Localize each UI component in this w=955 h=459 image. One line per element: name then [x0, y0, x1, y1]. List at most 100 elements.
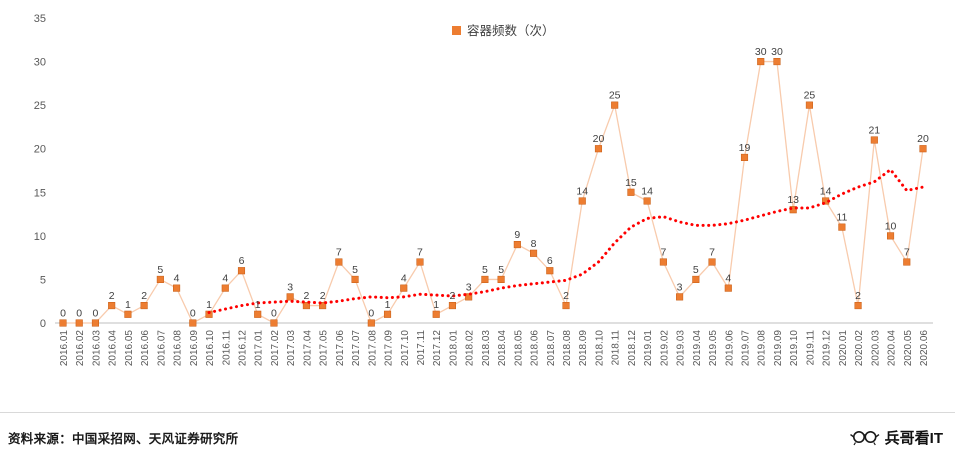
x-axis-tick-label: 2019.03	[676, 330, 687, 367]
data-point-marker	[75, 319, 83, 327]
data-point-marker	[124, 310, 132, 318]
x-axis-tick-label: 2020.02	[854, 330, 865, 367]
x-axis-tick-label: 2018.10	[594, 330, 605, 367]
x-axis-tick-label: 2017.04	[302, 330, 313, 367]
data-point-marker	[156, 275, 164, 283]
x-axis-tick-label: 2020.06	[919, 330, 930, 367]
x-axis-tick-label: 2017.03	[286, 330, 297, 367]
footer-divider	[0, 412, 955, 413]
x-axis-tick-label: 2020.03	[870, 330, 881, 367]
data-point-label: 5	[482, 264, 488, 276]
x-axis-tick-label: 2018.04	[497, 330, 508, 367]
data-point-marker	[611, 101, 619, 109]
data-point-marker	[643, 197, 651, 205]
data-point-label: 7	[904, 247, 910, 259]
data-point-marker	[530, 249, 538, 257]
data-point-label: 2	[320, 290, 326, 302]
x-axis-tick-label: 2019.04	[692, 330, 703, 367]
data-point-label: 9	[514, 229, 520, 241]
y-axis-tick-label: 25	[34, 100, 46, 112]
data-point-label: 5	[693, 264, 699, 276]
data-point-label: 0	[190, 308, 196, 320]
x-axis-tick-label: 2018.08	[562, 330, 573, 367]
data-point-label: 5	[157, 264, 163, 276]
data-point-marker	[562, 302, 570, 310]
data-point-marker	[805, 101, 813, 109]
x-axis-tick-label: 2016.02	[75, 330, 86, 367]
data-point-label: 6	[239, 255, 245, 267]
data-point-label: 1	[125, 299, 131, 311]
x-axis-tick-label: 2018.07	[546, 330, 557, 367]
data-point-label: 11	[836, 212, 847, 224]
x-axis-tick-label: 2019.11	[805, 330, 816, 366]
y-axis-tick-label: 5	[40, 274, 46, 286]
y-axis-tick-label: 30	[34, 57, 46, 69]
x-axis-tick-label: 2017.11	[416, 330, 427, 366]
data-point-label: 10	[885, 220, 897, 232]
data-point-label: 8	[531, 238, 537, 250]
data-point-marker	[270, 319, 278, 327]
x-axis-tick-label: 2016.07	[156, 330, 167, 367]
data-point-label: 7	[660, 247, 666, 259]
x-axis-tick-label: 2016.03	[91, 330, 102, 367]
x-axis-tick-label: 2018.02	[465, 330, 476, 367]
y-axis-tick-label: 15	[34, 187, 46, 199]
x-axis-tick-label: 2016.04	[108, 330, 119, 367]
data-point-label: 6	[547, 255, 553, 267]
data-point-label: 0	[93, 308, 99, 320]
data-point-label: 2	[563, 290, 569, 302]
data-point-label: 1	[206, 299, 212, 311]
x-axis-tick-label: 2016.01	[59, 330, 70, 367]
data-point-label: 2	[450, 290, 456, 302]
data-point-label: 2	[109, 290, 115, 302]
data-point-label: 7	[709, 247, 715, 259]
data-point-label: 0	[368, 308, 374, 320]
x-axis-tick-label: 2017.01	[254, 330, 265, 367]
x-axis-tick-label: 2020.05	[903, 330, 914, 367]
data-point-marker	[757, 58, 765, 66]
data-point-marker	[140, 302, 148, 310]
x-axis-tick-label: 2019.02	[659, 330, 670, 367]
data-point-label: 15	[625, 177, 637, 189]
trend-dotted-line	[207, 168, 925, 315]
x-axis-tick-label: 2018.05	[513, 330, 524, 367]
data-point-label: 2	[141, 290, 147, 302]
data-point-marker	[221, 284, 229, 292]
data-point-marker	[870, 136, 878, 144]
x-axis-tick-label: 2019.12	[822, 330, 833, 367]
data-point-label: 5	[498, 264, 504, 276]
data-point-marker	[838, 223, 846, 231]
data-point-marker	[497, 275, 505, 283]
data-point-marker	[724, 284, 732, 292]
x-axis-tick-label: 2017.12	[432, 330, 443, 367]
source-note: 资料来源：中国采招网、天风证券研究所	[8, 431, 239, 446]
x-axis-tick-label: 2020.01	[838, 330, 849, 367]
data-point-label: 4	[401, 273, 407, 285]
data-point-label: 2	[303, 290, 309, 302]
data-point-label: 30	[755, 46, 767, 58]
x-axis-tick-label: 2019.06	[724, 330, 735, 367]
data-point-label: 1	[433, 299, 439, 311]
data-point-marker	[903, 258, 911, 266]
data-point-marker	[335, 258, 343, 266]
x-axis-tick-label: 2018.12	[627, 330, 638, 367]
legend-swatch	[452, 26, 461, 35]
data-point-label: 25	[609, 90, 621, 102]
x-axis-tick-label: 2016.05	[124, 330, 135, 367]
data-point-label: 7	[417, 247, 423, 259]
data-point-marker	[708, 258, 716, 266]
x-axis-tick-label: 2017.08	[367, 330, 378, 367]
x-axis-tick-label: 2018.09	[578, 330, 589, 367]
data-point-label: 14	[641, 186, 653, 198]
data-point-label: 1	[255, 299, 261, 311]
data-point-marker	[919, 145, 927, 153]
data-point-marker	[692, 275, 700, 283]
x-axis-tick-label: 2017.07	[351, 330, 362, 367]
data-point-marker	[416, 258, 424, 266]
data-point-marker	[237, 267, 246, 275]
frequency-series-line	[63, 60, 924, 324]
data-point-label: 4	[725, 273, 731, 285]
x-axis-tick-label: 2018.03	[481, 330, 492, 367]
